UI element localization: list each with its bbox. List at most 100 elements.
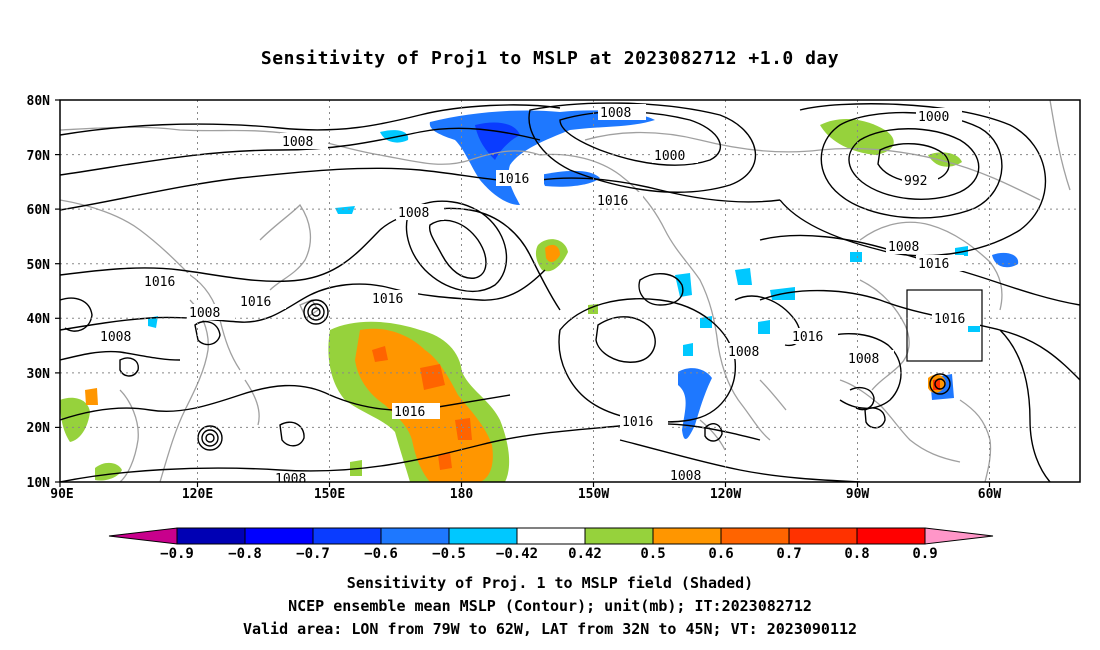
- colorbar: [108, 527, 994, 545]
- contour-label: 1008: [396, 204, 444, 221]
- colorbar-segment: [244, 527, 314, 545]
- contour-label: 1016: [370, 290, 418, 307]
- colorbar-label: 0.42: [568, 546, 602, 562]
- colorbar-label: 0.7: [776, 546, 801, 562]
- svg-text:1016: 1016: [240, 295, 271, 310]
- svg-text:1016: 1016: [918, 257, 949, 272]
- colorbar-segment: [584, 527, 654, 545]
- colorbar-segment: [856, 527, 926, 545]
- contour-label: 1008: [846, 350, 894, 367]
- contour-label: 1000: [652, 147, 698, 164]
- lon-label: 120W: [710, 487, 741, 502]
- svg-text:1000: 1000: [654, 149, 685, 164]
- lat-label: 70N: [27, 149, 51, 164]
- lat-label: 10N: [27, 476, 51, 491]
- map-frame: [59, 99, 1081, 483]
- colorbar-segment: [924, 527, 994, 545]
- svg-text:1008: 1008: [189, 306, 220, 321]
- svg-text:1016: 1016: [597, 194, 628, 209]
- colorbar-label: −0.9: [160, 546, 194, 562]
- contour-label: 1016: [496, 170, 544, 187]
- colorbar-segment: [380, 527, 450, 545]
- contour-label: 1008: [598, 104, 646, 121]
- colorbar-segment: [652, 527, 722, 545]
- caption-contour: NCEP ensemble mean MSLP (Contour); unit(…: [288, 597, 812, 615]
- lon-label: 150W: [578, 487, 609, 502]
- lat-label: 60N: [27, 203, 51, 218]
- svg-text:992: 992: [904, 174, 927, 189]
- colorbar-label: −0.7: [296, 546, 330, 562]
- colorbar-labels: −0.9 −0.8 −0.7 −0.6 −0.5 −0.42 0.42 0.5 …: [160, 546, 938, 562]
- colorbar-label: −0.42: [496, 546, 538, 562]
- colorbar-label: −0.8: [228, 546, 262, 562]
- svg-text:1008: 1008: [670, 469, 701, 484]
- contour-label: 1000: [916, 108, 962, 125]
- svg-text:1016: 1016: [934, 312, 965, 327]
- contour-labels: 1008 1000 1000 992 1008 1016 1008 1016 1…: [98, 104, 980, 487]
- svg-text:1008: 1008: [275, 472, 306, 487]
- svg-text:1008: 1008: [848, 352, 879, 367]
- contour-label: 1016: [392, 403, 440, 420]
- svg-text:1000: 1000: [918, 110, 949, 125]
- lon-label: 180: [450, 487, 474, 502]
- lat-label: 40N: [27, 312, 51, 327]
- svg-text:1016: 1016: [498, 172, 529, 187]
- colorbar-segment: [312, 527, 382, 545]
- svg-text:1016: 1016: [792, 330, 823, 345]
- negative-sensitivity-shading: [148, 110, 1019, 440]
- contour-label: 1008: [886, 238, 934, 255]
- colorbar-segment: [516, 527, 586, 545]
- contour-label: 1016: [790, 328, 838, 345]
- caption-valid-area: Valid area: LON from 79W to 62W, LAT fro…: [242, 620, 858, 638]
- svg-text:1016: 1016: [622, 415, 653, 430]
- contour-label: 1008: [726, 343, 774, 360]
- caption-shading: Sensitivity of Proj. 1 to MSLP field (Sh…: [346, 574, 754, 592]
- contour-label: 1008: [280, 133, 328, 150]
- colorbar-label: 0.9: [912, 546, 937, 562]
- longitude-labels: 90E 120E 150E 180 150W 120W 90W 60W: [50, 487, 1001, 502]
- colorbar-segment: [720, 527, 790, 545]
- contour-label: 1016: [595, 192, 643, 209]
- contour-label: 1016: [620, 413, 668, 430]
- contour-label: 1016: [238, 293, 286, 310]
- contour-label: 1008: [98, 328, 146, 345]
- contour-label: 1008: [273, 472, 321, 487]
- colorbar-segment: [108, 527, 178, 545]
- lon-label: 90W: [846, 487, 870, 502]
- svg-text:1016: 1016: [394, 405, 425, 420]
- lat-label: 50N: [27, 258, 51, 273]
- colorbar-segment: [176, 527, 246, 545]
- colorbar-label: 0.8: [844, 546, 869, 562]
- svg-text:1008: 1008: [398, 206, 429, 221]
- axis-ticks: [55, 99, 991, 487]
- svg-text:1008: 1008: [728, 345, 759, 360]
- lat-label: 30N: [27, 367, 51, 382]
- contour-label: 1016: [916, 255, 964, 272]
- contour-label: 1016: [142, 273, 190, 290]
- svg-text:1008: 1008: [100, 330, 131, 345]
- colorbar-label: −0.5: [432, 546, 466, 562]
- lat-label: 20N: [27, 421, 51, 436]
- svg-text:1008: 1008: [888, 240, 919, 255]
- lon-label: 60W: [978, 487, 1002, 502]
- contour-label: 1016: [932, 310, 980, 327]
- svg-text:1008: 1008: [282, 135, 313, 150]
- lon-label: 150E: [314, 487, 345, 502]
- lon-label: 90E: [50, 487, 73, 502]
- colorbar-label: −0.6: [364, 546, 398, 562]
- contour-label: 1008: [187, 304, 235, 321]
- colorbar-segment: [448, 527, 518, 545]
- contour-label: 1008: [668, 467, 716, 484]
- svg-text:1016: 1016: [372, 292, 403, 307]
- svg-text:1016: 1016: [144, 275, 175, 290]
- contour-label: 992: [902, 172, 938, 189]
- svg-text:1008: 1008: [600, 106, 631, 121]
- lat-label: 80N: [27, 94, 51, 109]
- lon-label: 120E: [182, 487, 213, 502]
- colorbar-label: 0.5: [640, 546, 665, 562]
- valid-area-box: [906, 289, 983, 362]
- chart-title: Sensitivity of Proj1 to MSLP at 20230827…: [260, 48, 840, 69]
- colorbar-label: 0.6: [708, 546, 733, 562]
- map-background: [60, 100, 1080, 482]
